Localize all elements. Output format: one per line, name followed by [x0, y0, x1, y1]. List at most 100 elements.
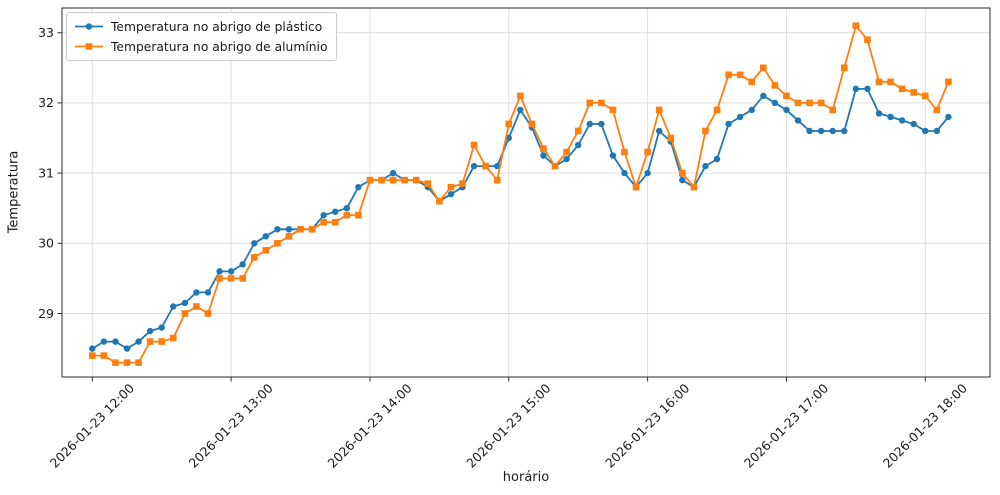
x-tick-label: 2026-01-23 14:00: [324, 380, 414, 470]
series-line-0: [91, 88, 950, 350]
series-0-marker: [227, 268, 235, 275]
series-0-marker: [517, 106, 524, 114]
legend-marker-circle: [75, 23, 103, 30]
x-tick-label: 2026-01-23 15:00: [463, 380, 553, 470]
series-0-marker: [158, 324, 165, 331]
series-1-marker: [239, 275, 246, 282]
series-0-marker: [933, 127, 941, 135]
series-1-marker: [343, 211, 351, 219]
series-1-marker: [274, 240, 281, 247]
series-0-marker: [112, 338, 119, 345]
legend-label-plastico: Temperatura no abrigo de plástico: [111, 19, 323, 34]
series-0-marker: [262, 233, 270, 240]
series-0-marker: [783, 106, 790, 114]
series-1-marker: [308, 225, 316, 233]
series-0-marker: [725, 120, 732, 128]
series-0-marker: [332, 208, 339, 215]
series-1-marker: [760, 64, 767, 72]
series-1-marker: [412, 176, 420, 184]
x-tick-label: 2026-01-23 13:00: [186, 380, 276, 470]
series-0-marker: [736, 113, 744, 121]
series-0-marker: [806, 127, 813, 135]
y-axis-label: Temperatura: [6, 150, 22, 234]
series-0-marker: [922, 127, 929, 135]
series-1-marker: [227, 275, 235, 282]
series-0-marker: [285, 226, 293, 233]
series-1-marker: [598, 99, 605, 107]
series-0-marker: [563, 155, 570, 163]
series-0-marker: [794, 117, 802, 124]
series-1-marker: [378, 176, 385, 184]
series-1-marker: [910, 89, 917, 96]
y-tick-label: 31: [38, 165, 54, 180]
series-1-marker: [632, 183, 640, 191]
series-1-marker: [193, 303, 200, 310]
series-0-marker: [181, 299, 189, 307]
series-1-marker: [852, 22, 860, 29]
series-1-marker: [528, 120, 536, 128]
series-0-marker: [540, 152, 547, 159]
series-1-marker: [331, 218, 339, 226]
series-1-marker: [505, 120, 513, 128]
series-1-marker: [262, 247, 270, 254]
series-1-marker: [123, 359, 131, 366]
series-1-marker: [609, 106, 617, 114]
series-1-marker: [459, 180, 466, 187]
series-1-marker: [644, 148, 651, 156]
series-0-marker: [760, 92, 767, 100]
series-1-marker: [586, 99, 594, 107]
x-axis-label: horário: [502, 470, 550, 485]
x-tick-label: 2026-01-23 12:00: [47, 380, 137, 470]
series-0-marker: [100, 338, 108, 345]
series-0-marker: [355, 183, 362, 191]
series-1-marker: [725, 71, 732, 79]
series-1-marker: [551, 162, 559, 170]
series-1-marker: [840, 64, 848, 72]
series-1-marker: [945, 78, 952, 86]
series-1-marker: [216, 275, 223, 282]
series-1-marker: [574, 127, 582, 135]
series-0-marker: [574, 141, 582, 149]
series-0-marker: [494, 162, 501, 170]
legend-item-plastico: Temperatura no abrigo de plástico: [74, 17, 327, 36]
legend-item-aluminio: Temperatura no abrigo de alumínio: [74, 37, 327, 56]
y-tick-label: 29: [38, 306, 54, 321]
series-1-marker: [181, 310, 189, 317]
series-1-marker: [933, 106, 941, 114]
series-0-marker: [135, 338, 142, 345]
series-1-marker: [366, 176, 374, 184]
series-0-marker: [598, 120, 605, 128]
series-0-marker: [713, 155, 721, 163]
series-1-marker: [667, 134, 675, 142]
series-1-marker: [563, 148, 570, 156]
series-1-marker: [679, 169, 686, 177]
legend: Temperatura no abrigo de plástico Temper…: [66, 12, 338, 61]
series-0-marker: [239, 261, 246, 268]
series-0-marker: [89, 345, 96, 352]
series-0-marker: [170, 303, 177, 310]
series-0-marker: [251, 240, 258, 247]
series-1-marker: [655, 106, 663, 114]
series-1-marker: [320, 218, 327, 226]
series-1-marker: [783, 92, 790, 100]
series-1-marker: [736, 71, 744, 79]
series-1-marker: [447, 183, 455, 191]
series-0-marker: [852, 85, 860, 93]
series-0-marker: [864, 85, 871, 93]
series-1-marker: [112, 359, 119, 366]
x-tick-label: 2026-01-23 18:00: [880, 380, 970, 470]
series-0-marker: [875, 110, 883, 117]
series-1-marker: [817, 99, 825, 107]
series-0-marker: [204, 289, 212, 296]
series-0-marker: [447, 190, 455, 198]
series-0-marker: [193, 289, 200, 296]
line-circle-marker-icon: [74, 20, 104, 33]
series-1-marker: [748, 78, 756, 86]
y-tick-label: 33: [38, 25, 54, 40]
series-1-marker: [771, 82, 779, 89]
series-0-marker: [320, 212, 327, 219]
series-0-marker: [216, 268, 223, 275]
series-1-marker: [482, 162, 489, 170]
